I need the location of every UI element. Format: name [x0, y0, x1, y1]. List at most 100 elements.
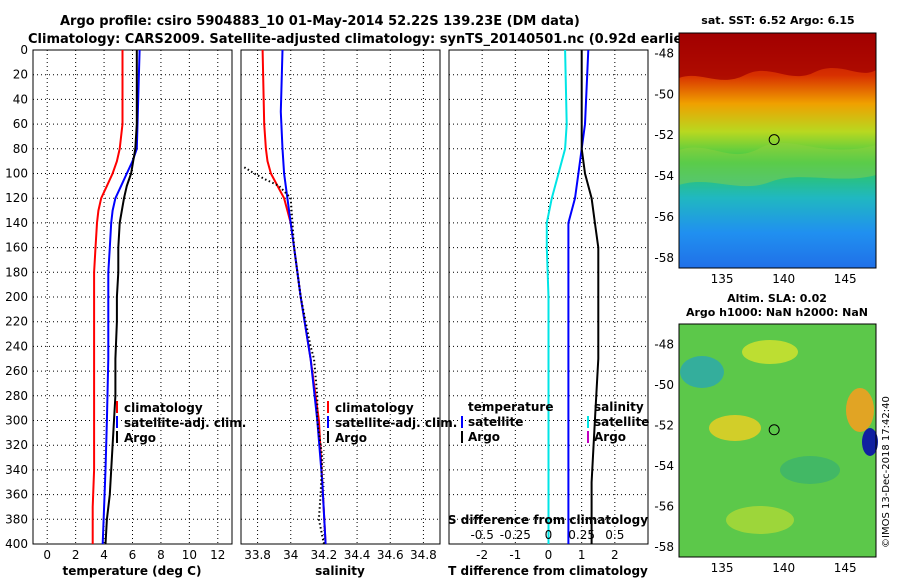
- legend-sal-satellite: satellite: [594, 415, 649, 429]
- y-tick-label: 400: [5, 537, 28, 551]
- y-tick-label: 200: [5, 290, 28, 304]
- sst-tick-labels: 135 140 145 -48 -50 -52 -54 -56 -58: [654, 46, 856, 286]
- credit-stamp: ©IMOS 13-Dec-2018 17:42:40: [881, 396, 892, 548]
- x-tick-label: 10: [182, 548, 197, 562]
- x-tick-label: 8: [157, 548, 165, 562]
- salinity-legend: climatology satellite-adj. clim. Argo: [327, 401, 457, 445]
- salinity-frame: [240, 49, 441, 545]
- salinity-series: [243, 49, 327, 545]
- y-tick-label: 140: [5, 216, 28, 230]
- x-tick-label: 2: [611, 548, 619, 562]
- temperature-tick-labels: 0 2 4 6 8 10 12: [43, 548, 225, 562]
- y-tick-label: 360: [5, 488, 28, 502]
- map-y-tick-label: -52: [654, 128, 674, 142]
- legend-sal-argo: Argo: [594, 430, 626, 444]
- sla-low-patch: [680, 356, 724, 388]
- x-tick-label: -1: [509, 548, 521, 562]
- map-y-tick-label: -58: [654, 251, 674, 265]
- sla-high-patch: [709, 415, 761, 441]
- map-x-tick-label: 135: [711, 561, 734, 575]
- y-tick-label: 240: [5, 339, 28, 353]
- legend-satellite: satellite-adj. clim.: [335, 416, 457, 430]
- x-tick-label-top: 0.25: [568, 528, 595, 542]
- sla-high-patch: [742, 340, 798, 364]
- x-tick-label: 34: [283, 548, 298, 562]
- sla-low-patch: [862, 428, 878, 456]
- sla-high-patch: [846, 388, 874, 432]
- y-tick-label: 80: [13, 142, 28, 156]
- sla-frame: [678, 323, 877, 558]
- series-salinity-satellite: [545, 49, 568, 544]
- x-tick-label: 34.4: [344, 548, 371, 562]
- y-tick-label: 300: [5, 414, 28, 428]
- x-tick-label: 12: [210, 548, 225, 562]
- map-y-tick-label: -52: [654, 418, 674, 432]
- t-difference-tick-labels: -2 -1 0 1 2: [476, 548, 618, 562]
- temperature-grid: [33, 50, 232, 544]
- series-satellite-adj-clim-: [279, 49, 327, 545]
- y-tick-label: 20: [13, 68, 28, 82]
- sla-tick-labels: 135 140 145 -48 -50 -52 -54 -56 -58: [654, 337, 856, 575]
- y-tick-label: 380: [5, 512, 28, 526]
- temperature-panel: 0204060801001201401601802002202402602803…: [5, 43, 246, 578]
- sst-warm-patch: [679, 33, 876, 80]
- legend-temp-argo: Argo: [468, 430, 500, 444]
- y-tick-label: 60: [13, 117, 28, 131]
- x-tick-label: 6: [129, 548, 137, 562]
- sla-float-marker: [768, 424, 780, 436]
- legend-climatology: climatology: [124, 401, 203, 415]
- y-tick-label: 160: [5, 241, 28, 255]
- x-tick-label: 2: [72, 548, 80, 562]
- x-tick-label: 1: [578, 548, 586, 562]
- map-y-tick-label: -54: [654, 169, 674, 183]
- series-argo: [104, 50, 138, 545]
- legend-salinity-heading: salinity: [594, 400, 644, 414]
- sst-float-marker: [768, 134, 780, 146]
- difference-legend-temperature: temperature satellite Argo: [461, 400, 553, 444]
- sla-map: Altim. SLA: 0.02 Argo h1000: NaN h2000: …: [654, 292, 878, 575]
- legend-satellite: satellite-adj. clim.: [124, 416, 246, 430]
- map-x-tick-label: 140: [772, 561, 795, 575]
- map-x-tick-label: 140: [772, 272, 795, 286]
- map-x-tick-label: 135: [711, 272, 734, 286]
- x-tick-label-top: 0: [545, 528, 553, 542]
- y-tick-label: 280: [5, 389, 28, 403]
- salinity-xlabel: salinity: [315, 564, 365, 578]
- sst-front-patch: [679, 142, 876, 187]
- difference-panel: -2 -1 0 1 2 -0.5 -0.25 0 0.25 0.5 S difference f…: [448, 49, 649, 578]
- salinity-grid: [241, 50, 440, 544]
- map-y-tick-label: -48: [654, 46, 674, 60]
- s-difference-tick-labels: -0.5 -0.25 0 0.25 0.5: [470, 528, 624, 542]
- map-y-tick-label: -48: [654, 337, 674, 351]
- map-y-tick-label: -56: [654, 210, 674, 224]
- series-argo: [243, 166, 325, 545]
- temperature-legend: climatology satellite-adj. clim. Argo: [116, 401, 246, 445]
- x-tick-label: 0: [43, 548, 51, 562]
- x-tick-label: 4: [100, 548, 108, 562]
- sst-map: sat. SST: 6.52 Argo: 6.15 135 140 145 -48 -5…: [654, 14, 877, 286]
- x-tick-label-top: 0.5: [605, 528, 624, 542]
- sla-map-title-line1: Altim. SLA: 0.02: [727, 292, 827, 305]
- map-x-tick-label: 145: [834, 561, 857, 575]
- x-tick-label: 34.2: [311, 548, 338, 562]
- title-line2: Climatology: CARS2009. Satellite-adjuste…: [28, 32, 695, 47]
- sla-low-patch: [780, 456, 840, 484]
- x-tick-label: -2: [476, 548, 488, 562]
- sla-map-title-line2: Argo h1000: NaN h2000: NaN: [686, 306, 868, 319]
- legend-temperature-heading: temperature: [468, 400, 553, 414]
- salinity-panel: 33.8 34 34.2 34.4 34.6 34.8 salinity climatol…: [240, 49, 457, 578]
- series-climatology: [261, 49, 327, 545]
- legend-climatology: climatology: [335, 401, 414, 415]
- y-tick-label: 220: [5, 315, 28, 329]
- y-tick-label: 180: [5, 265, 28, 279]
- x-tick-label: 34.8: [410, 548, 437, 562]
- y-tick-label: 100: [5, 167, 28, 181]
- y-tick-label: 0: [20, 43, 28, 57]
- y-tick-label: 340: [5, 463, 28, 477]
- legend-argo: Argo: [335, 431, 367, 445]
- y-tick-label: 260: [5, 364, 28, 378]
- map-y-tick-label: -58: [654, 540, 674, 554]
- series-temperature-satellite: [567, 49, 590, 544]
- x-tick-label-top: -0.5: [470, 528, 493, 542]
